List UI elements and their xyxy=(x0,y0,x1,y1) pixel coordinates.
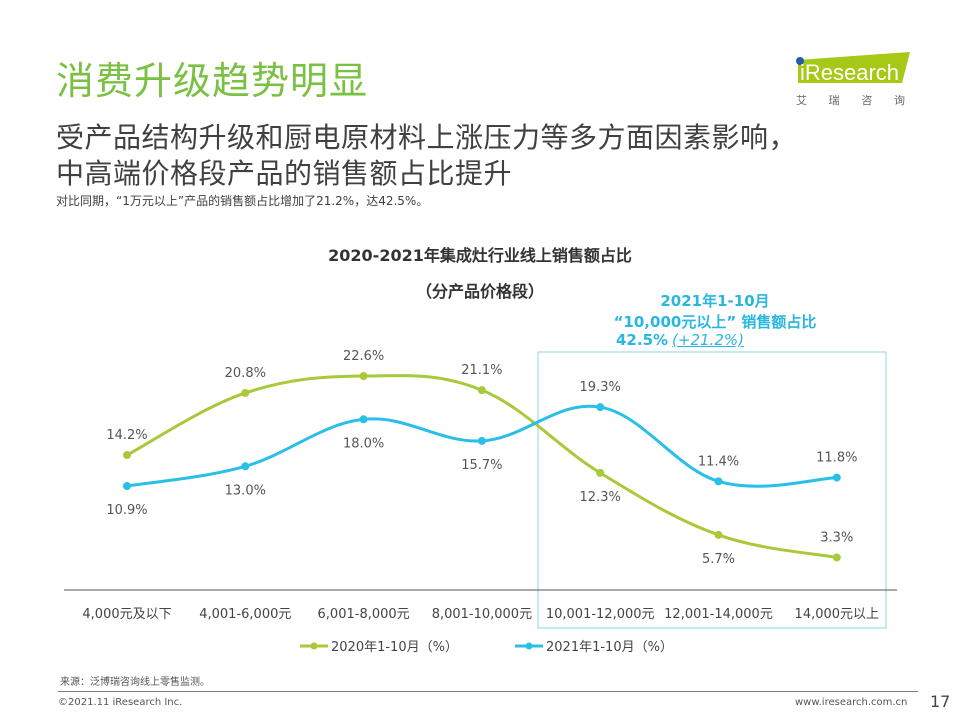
logo-cn-text: 艾 瑞 咨 询 xyxy=(790,92,915,108)
callout-share: 42.5% xyxy=(616,331,669,349)
data-label: 12.3% xyxy=(580,490,621,505)
page-title: 消费升级趋势明显 xyxy=(56,59,369,103)
data-label: 10.9% xyxy=(106,503,147,518)
source-note: 来源：泛博瑞咨询线上零售监测。 xyxy=(60,677,210,688)
x-tick-label: 6,001-8,000元 xyxy=(318,607,410,622)
data-point xyxy=(477,386,486,395)
legend-marker-icon xyxy=(525,642,533,650)
chart-title: 2020-2021年集成灶行业线上销售额占比 xyxy=(328,246,632,265)
data-label: 5.7% xyxy=(702,552,735,567)
x-tick-label: 4,000元及以下 xyxy=(82,607,171,622)
data-point xyxy=(832,553,841,562)
footer-divider xyxy=(58,691,918,692)
callout-value: 42.5% (+21.2%) xyxy=(560,331,800,349)
legend-label: 2020年1-10月（%） xyxy=(331,640,458,655)
website-link[interactable]: www.iresearch.com.cn xyxy=(795,697,908,708)
data-point xyxy=(123,482,131,491)
data-point xyxy=(241,388,250,397)
logo-brand-text: iResearch xyxy=(800,60,899,85)
logo-char: 艾 xyxy=(796,94,807,107)
x-tick-label: 8,001-10,000元 xyxy=(432,607,532,622)
data-label: 19.3% xyxy=(580,380,621,395)
x-tick-label: 10,001-12,000元 xyxy=(546,607,655,622)
logo-badge-icon: iResearch xyxy=(796,52,910,85)
x-tick-label: 12,001-14,000元 xyxy=(664,607,773,622)
callout-period: 2021年1-10月 xyxy=(660,292,770,310)
series-line xyxy=(126,404,837,488)
data-label: 13.0% xyxy=(225,483,266,498)
legend-item-2021: 2021年1-10月（%） xyxy=(515,640,673,655)
data-label: 18.0% xyxy=(343,436,384,451)
x-tick-label: 4,001-6,000元 xyxy=(199,607,291,622)
chart-subtitle: （分产品价格段） xyxy=(415,282,544,301)
callout-description: “10,000元以上” 销售额占比 xyxy=(613,313,817,331)
subtitle-line-2: 中高端价格段产品的销售额占比提升 xyxy=(56,157,513,190)
data-point xyxy=(359,372,368,381)
logo-char: 咨 xyxy=(861,94,873,107)
data-point xyxy=(832,473,841,482)
summary-note: 对比同期，“1万元以上”产品的销售额占比增加了21.2%，达42.5%。 xyxy=(56,194,429,208)
data-point xyxy=(596,403,605,412)
copyright: ©2021.11 iResearch Inc. xyxy=(58,697,183,708)
data-label: 21.1% xyxy=(461,363,502,378)
data-label: 11.8% xyxy=(816,451,857,466)
data-point xyxy=(714,477,723,486)
data-point xyxy=(477,436,486,445)
data-label: 14.2% xyxy=(106,428,147,443)
logo-char: 瑞 xyxy=(828,94,840,107)
data-point xyxy=(123,451,131,460)
data-point xyxy=(596,468,605,477)
page-number: 17 xyxy=(930,692,951,711)
callout-change: (+21.2%) xyxy=(672,331,744,349)
series-2021: 10.9% 13.0% 18.0% 15.7% 19.3% 11.4% 11.8% xyxy=(106,380,857,518)
data-label: 11.4% xyxy=(698,454,739,469)
data-point xyxy=(241,462,250,471)
series-2020: 14.2% 20.8% 22.6% 21.1% 12.3% 5.7% 3.3% xyxy=(106,349,853,567)
legend-marker-icon xyxy=(310,642,318,650)
data-label: 3.3% xyxy=(820,530,853,545)
data-label: 20.8% xyxy=(225,366,266,381)
logo-char: 询 xyxy=(893,94,905,107)
data-label: 22.6% xyxy=(343,349,384,364)
subtitle-line-1: 受产品结构升级和厨电原材料上涨压力等多方面因素影响， xyxy=(56,121,798,154)
data-point xyxy=(714,530,723,539)
data-point xyxy=(359,415,368,424)
data-label: 15.7% xyxy=(461,458,502,473)
legend-item-2020: 2020年1-10月（%） xyxy=(300,640,458,655)
highlight-box xyxy=(537,351,887,629)
iresearch-logo: iResearch 艾 瑞 咨 询 xyxy=(790,50,915,110)
legend-label: 2021年1-10月（%） xyxy=(546,640,673,655)
x-tick-label: 14,000元以上 xyxy=(795,607,880,622)
